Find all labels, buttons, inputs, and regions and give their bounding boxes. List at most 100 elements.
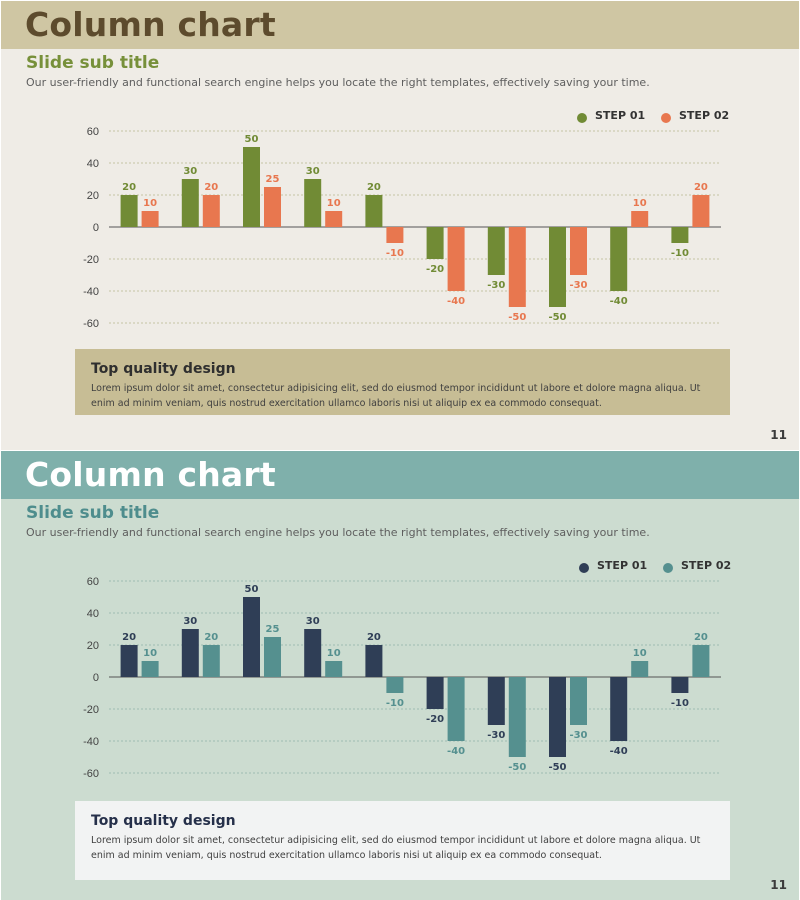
bar-step01-2 — [181, 629, 199, 677]
y-tick-label: 40 — [87, 608, 99, 620]
data-label: -30 — [487, 730, 505, 741]
data-label: 30 — [183, 166, 197, 177]
bar-step02-10 — [692, 645, 710, 677]
bar-step01-1 — [120, 195, 138, 227]
bar-step02-8 — [570, 227, 587, 275]
column-chart: 60 40 20 0 -20 -40 -60 20 30 50 30 20 -20 -30 -50 -40 -1… — [83, 126, 721, 330]
bar-step02-7 — [508, 227, 526, 307]
bar-step01-10 — [671, 677, 689, 693]
bar-step01-4 — [304, 629, 322, 677]
title-banner — [1, 451, 799, 499]
data-label: -10 — [386, 248, 404, 259]
data-label: -50 — [548, 312, 566, 323]
legend-dot-step02 — [663, 563, 673, 573]
data-label: 10 — [143, 198, 157, 209]
bar-step02-1 — [141, 661, 159, 677]
bar-step02-1 — [141, 211, 159, 227]
info-box: Top quality design Lorem ipsum dolor sit… — [75, 349, 730, 415]
data-label: -10 — [671, 698, 689, 709]
bar-step01-6 — [426, 227, 444, 259]
bar-step02-9 — [631, 211, 649, 227]
bar-step01-2 — [181, 179, 199, 227]
legend-label-step01: STEP 01 — [595, 109, 646, 122]
legend-dot-step01 — [577, 113, 587, 123]
slide-olive: Column chart Slide sub title Our user-fr… — [1, 1, 799, 450]
bar-step01-5 — [365, 645, 383, 677]
data-label: -30 — [487, 280, 505, 291]
data-label: -50 — [508, 312, 526, 323]
y-tick-label: 40 — [87, 158, 99, 170]
data-label: 50 — [245, 584, 259, 595]
info-box-text: Lorem ipsum dolor sit amet, consectetur … — [91, 383, 701, 409]
y-tick-label: 20 — [87, 640, 99, 652]
bar-step01-8 — [549, 227, 566, 307]
bar-step01-7 — [487, 227, 505, 275]
y-tick-label: 0 — [93, 672, 99, 684]
data-label: 10 — [143, 648, 157, 659]
y-tick-label: -20 — [83, 254, 99, 266]
bar-step02-9 — [631, 661, 649, 677]
y-tick-label: -40 — [83, 736, 99, 748]
bar-step01-6 — [426, 677, 444, 709]
data-label: -50 — [508, 762, 526, 773]
y-tick-label: 60 — [87, 126, 99, 138]
y-tick-label: 60 — [87, 576, 99, 588]
bar-step02-5 — [386, 227, 404, 243]
bar-step02-8 — [570, 677, 587, 725]
data-label: 20 — [122, 182, 136, 193]
data-label: -20 — [426, 264, 444, 275]
data-label: 20 — [694, 632, 708, 643]
data-label: 10 — [633, 648, 647, 659]
bar-step01-9 — [610, 227, 628, 291]
y-tick-label: 20 — [87, 190, 99, 202]
slide-title: Column chart — [25, 5, 276, 44]
bar-step02-3 — [264, 637, 281, 677]
y-tick-label: 0 — [93, 222, 99, 234]
info-box-title: Top quality design — [91, 361, 236, 377]
info-box: Top quality design Lorem ipsum dolor sit… — [75, 801, 730, 880]
data-label: -20 — [426, 714, 444, 725]
data-label: 20 — [694, 182, 708, 193]
title-banner — [1, 1, 799, 49]
data-label: -40 — [447, 296, 465, 307]
data-label: 30 — [306, 166, 320, 177]
bar-step02-2 — [202, 195, 220, 227]
data-label: -50 — [548, 762, 566, 773]
bar-step02-10 — [692, 195, 710, 227]
data-label: 10 — [633, 198, 647, 209]
y-tick-label: -40 — [83, 286, 99, 298]
bar-step02-7 — [508, 677, 526, 757]
y-tick-label: -60 — [83, 318, 99, 330]
data-label: 30 — [306, 616, 320, 627]
info-box-text: Lorem ipsum dolor sit amet, consectetur … — [91, 835, 701, 861]
data-label: 20 — [204, 632, 218, 643]
data-label: 50 — [245, 134, 259, 145]
slide-description: Our user-friendly and functional search … — [26, 76, 650, 89]
bar-step01-5 — [365, 195, 383, 227]
legend-label-step01: STEP 01 — [597, 559, 648, 572]
y-tick-label: -20 — [83, 704, 99, 716]
bar-step02-6 — [447, 677, 465, 741]
slide-subtitle: Slide sub title — [26, 503, 160, 523]
bar-step02-4 — [325, 211, 343, 227]
slide-subtitle: Slide sub title — [26, 53, 160, 73]
bar-step01-10 — [671, 227, 689, 243]
bar-step01-1 — [120, 645, 138, 677]
bar-step02-5 — [386, 677, 404, 693]
data-label: 20 — [204, 182, 218, 193]
page-number: 11 — [770, 878, 787, 892]
data-label: 25 — [266, 174, 280, 185]
bar-step02-4 — [325, 661, 343, 677]
data-label: 10 — [327, 648, 341, 659]
bar-step01-7 — [487, 677, 505, 725]
data-label: 20 — [367, 182, 381, 193]
data-label: 25 — [266, 624, 280, 635]
bar-step01-3 — [243, 147, 260, 227]
data-label: -40 — [447, 746, 465, 757]
data-label: -10 — [386, 698, 404, 709]
data-label: -10 — [671, 248, 689, 259]
data-label: 20 — [122, 632, 136, 643]
slide-description: Our user-friendly and functional search … — [26, 526, 650, 539]
bar-step01-3 — [243, 597, 260, 677]
data-label: -30 — [569, 730, 587, 741]
